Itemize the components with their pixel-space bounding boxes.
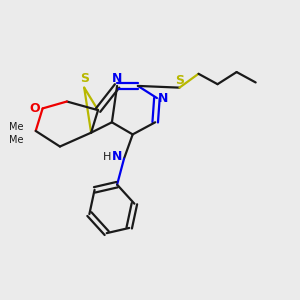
Text: Me: Me [9,122,24,133]
Text: H: H [103,152,112,162]
Text: O: O [30,102,40,115]
Text: S: S [175,74,184,86]
Text: Me: Me [9,135,24,145]
Text: N: N [112,72,122,85]
Text: N: N [158,92,168,104]
Text: N: N [112,150,122,164]
Text: S: S [80,73,89,85]
